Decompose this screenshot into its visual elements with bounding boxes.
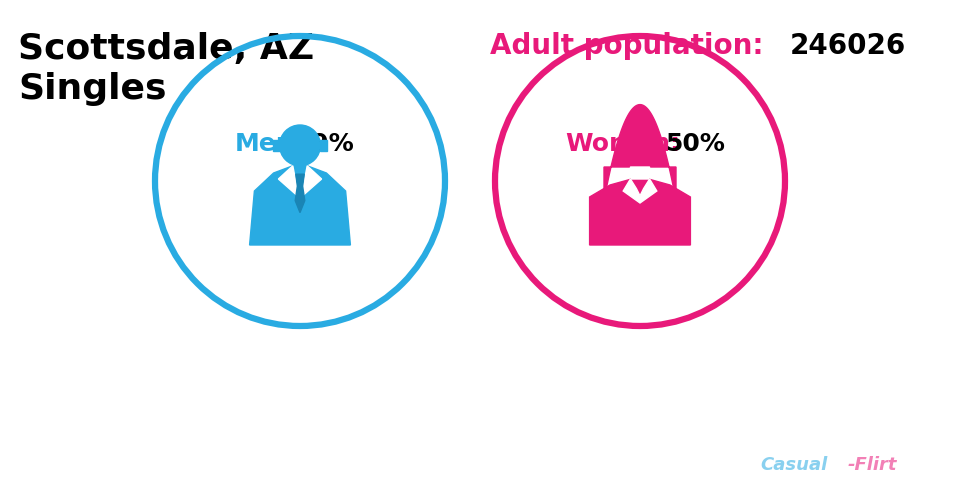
Text: Adult population:: Adult population: [490,32,763,60]
Circle shape [279,126,321,166]
Polygon shape [250,166,350,245]
Text: -Flirt: -Flirt [848,455,898,473]
Text: 246026: 246026 [790,32,906,60]
Text: Casual: Casual [760,455,828,473]
Polygon shape [623,180,657,203]
Text: Singles: Singles [18,72,166,106]
Text: Men:: Men: [235,132,304,156]
Polygon shape [293,156,307,166]
Text: Scottsdale, AZ: Scottsdale, AZ [18,32,314,66]
Polygon shape [301,166,322,197]
Text: 49%: 49% [295,132,355,156]
Polygon shape [273,141,279,151]
Polygon shape [278,166,299,197]
Polygon shape [589,180,690,245]
Polygon shape [631,168,650,180]
Polygon shape [321,141,327,151]
Polygon shape [296,175,305,213]
Text: Women:: Women: [565,132,680,156]
Text: 50%: 50% [665,132,725,156]
Polygon shape [604,105,676,201]
